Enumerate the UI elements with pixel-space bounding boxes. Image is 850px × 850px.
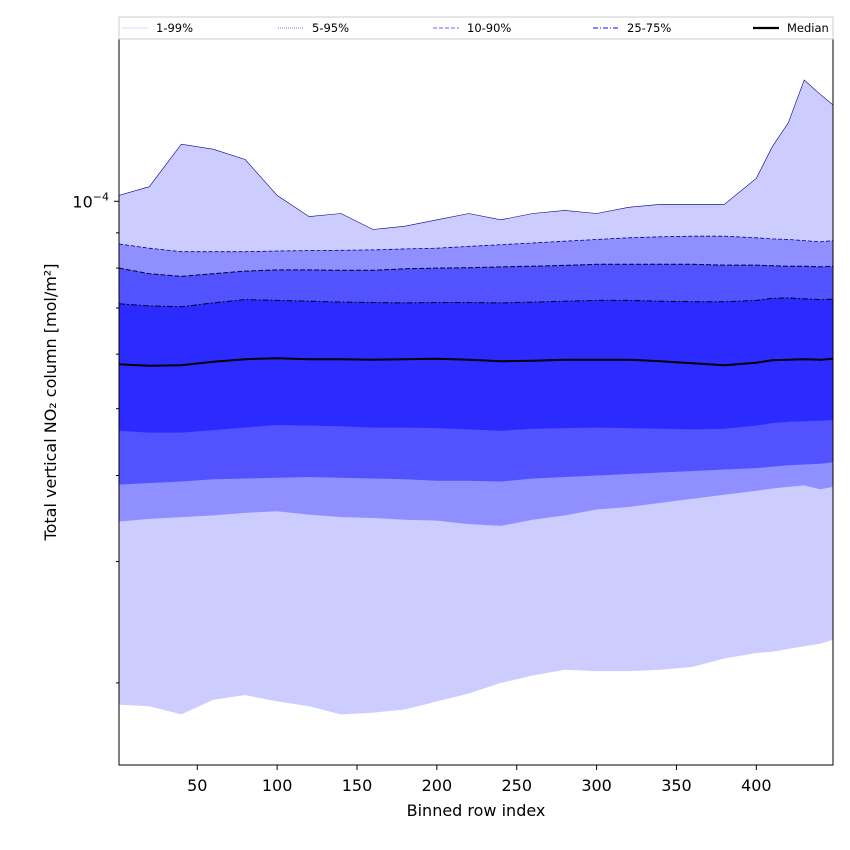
legend-label: Median [787, 21, 829, 35]
percentile-lines [119, 79, 833, 433]
legend-frame [118, 16, 834, 40]
line-99pct [119, 79, 833, 230]
x-tick-label: 250 [501, 776, 532, 795]
x-tick-label: 200 [422, 776, 453, 795]
x-axis-ticks: 50 100 150 200 250 300 350 400 [187, 765, 772, 795]
line-90pct [119, 263, 833, 277]
x-tick-label: 400 [741, 776, 772, 795]
percentile-bands [119, 80, 833, 715]
line-95pct [119, 235, 833, 253]
x-tick-label: 350 [661, 776, 692, 795]
legend-label: 5-95% [312, 21, 349, 35]
y-axis-label: Total vertical NO₂ column [mol/m²] [41, 264, 60, 542]
x-tick-label: 300 [581, 776, 612, 795]
line-75pct [119, 297, 833, 308]
legend-label: 10-90% [467, 21, 511, 35]
line-median [119, 357, 833, 367]
legend-label: 1-99% [156, 21, 193, 35]
y-axis-ticks: 10−4 [72, 190, 119, 684]
y-major-tick-label: 10−4 [72, 190, 109, 211]
legend-label: 25-75% [627, 21, 671, 35]
x-tick-label: 50 [187, 776, 207, 795]
x-tick-label: 150 [342, 776, 373, 795]
band-25-75 [119, 297, 833, 433]
legend: 1-99% 5-95% 10-90% 25-75% Median [118, 16, 834, 40]
x-tick-label: 100 [262, 776, 293, 795]
x-axis-label: Binned row index [407, 801, 546, 820]
line-25pct [119, 419, 833, 433]
